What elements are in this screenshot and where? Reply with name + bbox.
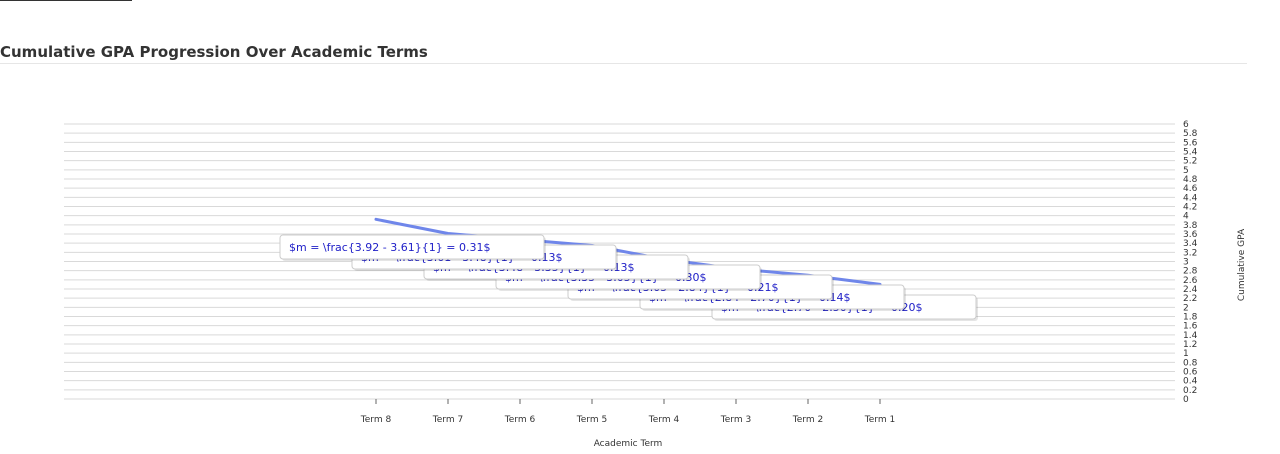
x-axis-ticks: Term 8 Term 7 Term 6 Term 5 Term 4 Term 3 Term… [360,399,895,425]
y-tick-label: 0.8 [1183,358,1198,368]
y-tick-label: 5.4 [1183,148,1198,158]
x-tick-label: Term 8 [360,415,392,425]
y-tick-label: 3.6 [1183,230,1198,240]
y-tick-label: 4 [1183,212,1189,222]
y-tick-label: 4.4 [1183,193,1198,203]
y-tick-label: 1.2 [1183,340,1197,350]
x-tick-label: Term 5 [576,415,607,425]
y-tick-label: 5.6 [1183,138,1198,148]
x-tick-label: Term 6 [504,415,536,425]
y-tick-label: 2.4 [1183,285,1198,295]
x-tick-label: Term 4 [648,415,680,425]
x-tick-label: Term 3 [720,415,751,425]
y-tick-label: 2.8 [1183,267,1198,277]
y-tick-label: 4.2 [1183,203,1197,213]
y-tick-label: 0.2 [1183,386,1197,396]
x-tick-label: Term 2 [792,415,823,425]
y-tick-label: 3.4 [1183,239,1198,249]
slope-annotation: $m = \frac{3.92 - 3.61}{1} = 0.31$ [279,234,546,261]
y-tick-label: 2.6 [1183,276,1198,286]
y-tick-label: 4.8 [1183,175,1198,185]
y-tick-label: 3.8 [1183,221,1198,231]
annotation-box [279,234,545,260]
y-tick-label: 5 [1183,166,1189,176]
y-tick-label: 1 [1183,349,1189,359]
y-tick-label: 2.2 [1183,294,1197,304]
x-tick-label: Term 1 [864,415,895,425]
x-tick-label: Term 7 [432,415,463,425]
title-divider [0,63,1247,64]
y-tick-label: 0.6 [1183,368,1198,378]
y-tick-label: 0.4 [1183,377,1198,387]
annotation-text: $m = \frac{3.92 - 3.61}{1} = 0.31$ [289,241,490,254]
y-tick-label: 3.2 [1183,248,1197,258]
y-tick-label: 6 [1183,120,1189,130]
slope-annotations: $m = \frac{2.70 - 2.50}{1} = 0.20$$m = \… [279,234,978,321]
chart-title: Cumulative GPA Progression Over Academic… [0,43,428,61]
y-axis-ticks: 00.20.40.60.811.21.41.61.822.22.42.62.83… [1183,120,1198,405]
y-tick-label: 1.6 [1183,322,1198,332]
x-axis-title: Academic Term [594,439,663,449]
y-axis-title: Cumulative GPA [1237,228,1247,301]
y-tick-label: 5.8 [1183,129,1198,139]
y-tick-label: 0 [1183,395,1189,405]
y-tick-label: 1.4 [1183,331,1198,341]
y-tick-label: 4.6 [1183,184,1198,194]
y-tick-label: 2 [1183,303,1189,313]
y-tick-label: 3 [1183,258,1189,268]
y-tick-label: 5.2 [1183,157,1197,167]
y-tick-label: 1.8 [1183,313,1198,323]
top-rule [0,0,132,1]
